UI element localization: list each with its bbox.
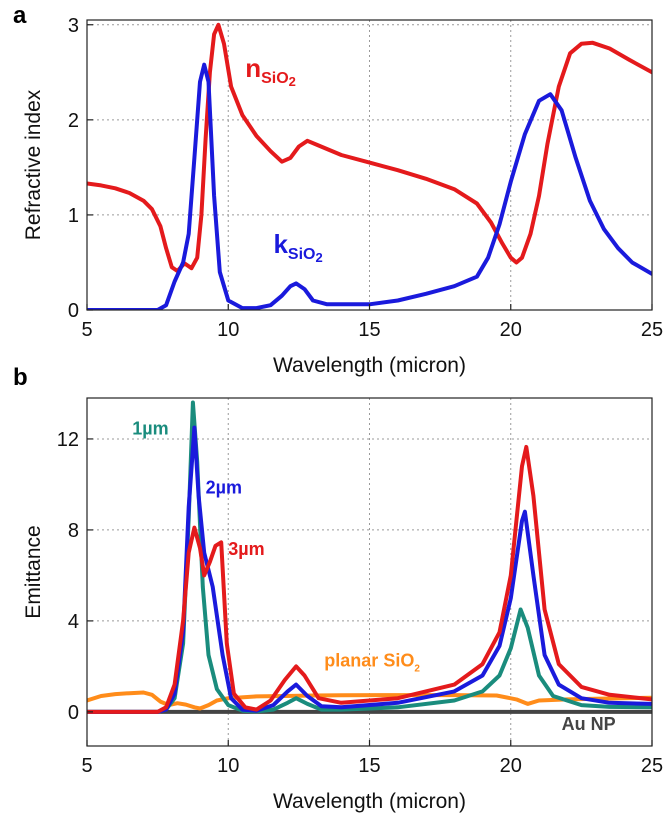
x-tick-label: 10 xyxy=(217,319,239,341)
y-tick-label: 8 xyxy=(68,520,79,542)
y-tick-label: 1 xyxy=(68,205,79,227)
x-tick-label: 25 xyxy=(641,755,663,777)
x-tick-label: 5 xyxy=(81,755,92,777)
x-tick-label: 20 xyxy=(500,755,522,777)
series-line-n xyxy=(87,22,652,273)
annotation-label: nSiO2 xyxy=(245,53,296,89)
y-axis-title: Emittance xyxy=(22,525,45,618)
annotation-label: kSiO2 xyxy=(273,229,322,265)
y-tick-label: 0 xyxy=(68,702,79,724)
panel-a: 5 10 15 20 25 0 1 2 3 Wavelength (micron) Refracti… xyxy=(22,15,663,377)
panel-b: 5 10 15 20 25 0 4 8 12 Wavelength (micron) Emittan… xyxy=(22,397,663,813)
x-tick-label: 15 xyxy=(358,755,380,777)
series-line-um3 xyxy=(87,444,652,714)
y-axis-title: Refractive index xyxy=(22,89,45,240)
annotation-label: 1µm xyxy=(132,418,168,438)
annotation-label: 3µm xyxy=(228,539,264,559)
panel-a-label: a xyxy=(13,2,27,29)
annotation-label: planar SiO2 xyxy=(324,650,420,674)
series-line-planar xyxy=(87,690,652,711)
x-tick-label: 25 xyxy=(641,319,663,341)
series-line-k xyxy=(87,62,652,310)
y-tick-label: 3 xyxy=(68,15,79,37)
x-tick-label: 20 xyxy=(500,319,522,341)
y-tick-label: 0 xyxy=(68,300,79,322)
y-tick-label: 12 xyxy=(57,429,79,451)
x-tick-label: 15 xyxy=(358,319,380,341)
y-tick-label: 2 xyxy=(68,110,79,132)
y-tick-label: 4 xyxy=(68,611,79,633)
x-tick-label: 10 xyxy=(217,755,239,777)
annotation-label: Au NP xyxy=(562,714,616,734)
annotation-label: 2µm xyxy=(206,478,242,498)
x-axis-title: Wavelength (micron) xyxy=(273,354,466,377)
x-axis-title: Wavelength (micron) xyxy=(273,790,466,813)
series-group xyxy=(87,22,652,310)
x-tick-label: 5 xyxy=(81,319,92,341)
series-group xyxy=(87,400,652,714)
series-line-um2 xyxy=(87,425,652,714)
panel-b-label: b xyxy=(13,364,28,391)
